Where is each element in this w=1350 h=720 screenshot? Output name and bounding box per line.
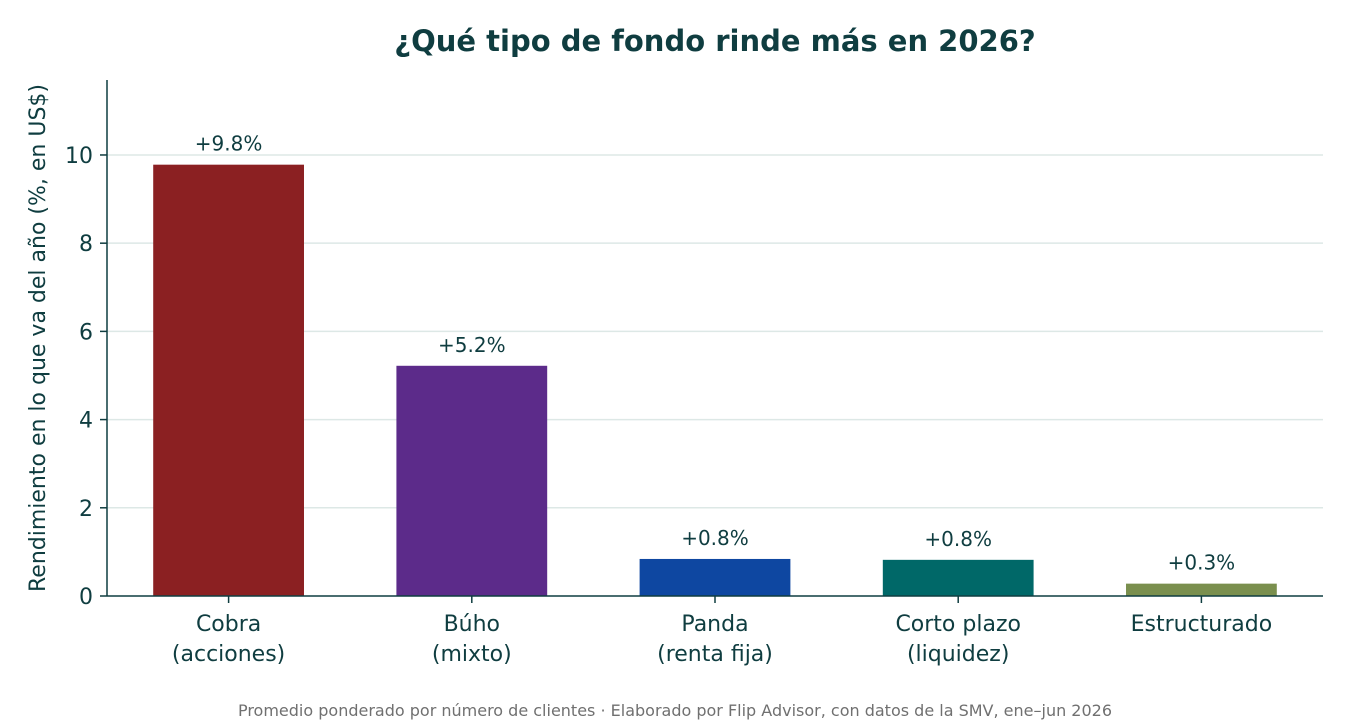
y-axis-label: Rendimiento en lo que va del año (%, en …: [26, 84, 51, 592]
x-tick-label: Estructurado: [1131, 612, 1273, 637]
x-tick-label: (renta fija): [657, 642, 773, 667]
footnote: Promedio ponderado por número de cliente…: [238, 701, 1112, 720]
x-tick-label: Corto plazo: [895, 612, 1021, 637]
bar: [639, 558, 791, 596]
y-tick-label: 10: [65, 144, 93, 169]
x-tick-label: (acciones): [172, 642, 285, 667]
data-label: +0.3%: [1168, 551, 1236, 575]
y-tick-label: 8: [79, 232, 93, 257]
data-labels: +9.8% +5.2% +0.8% +0.8% +0.3%: [195, 132, 1235, 575]
data-label: +0.8%: [924, 527, 992, 551]
chart-title: ¿Qué tipo de fondo rinde más en 2026?: [394, 24, 1035, 58]
bar: [1126, 583, 1277, 596]
x-tick-label: Búho: [444, 612, 500, 637]
y-tick-label: 4: [79, 409, 93, 434]
y-tick-label: 6: [79, 320, 93, 345]
bars: [153, 164, 1277, 596]
data-label: +5.2%: [438, 333, 506, 357]
y-tick-label: 0: [79, 585, 93, 610]
x-tick-label: Cobra: [196, 612, 261, 637]
bar: [396, 365, 548, 596]
bar: [882, 559, 1034, 596]
data-label: +9.8%: [195, 132, 263, 156]
x-tick-label: (mixto): [432, 642, 512, 667]
y-tick-label: 2: [79, 497, 93, 522]
data-label: +0.8%: [681, 526, 749, 550]
x-tick-label: Panda: [681, 612, 748, 637]
x-ticks: Cobra (acciones) Búho (mixto) Panda (renta fi…: [172, 596, 1272, 667]
bar: [153, 164, 304, 596]
y-ticks: 0 2 4 6 8 10: [65, 144, 107, 610]
x-tick-label: (liquidez): [907, 642, 1009, 667]
gridlines: [107, 154, 1323, 509]
